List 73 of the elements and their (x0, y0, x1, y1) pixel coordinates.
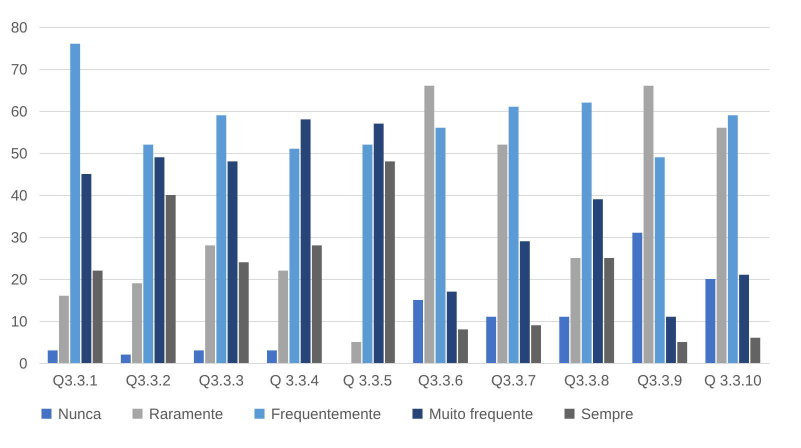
bar (486, 316, 496, 363)
bar (312, 245, 322, 363)
bar (266, 350, 277, 363)
bar (92, 270, 103, 363)
bar (666, 316, 676, 363)
bar (705, 279, 716, 363)
bar (362, 144, 372, 363)
bar (739, 274, 749, 363)
bar (592, 199, 603, 363)
x-tick-label: Q 3.3.10 (704, 372, 762, 390)
bar (632, 232, 642, 363)
bar (424, 86, 434, 363)
bar (351, 342, 362, 363)
bar (238, 262, 249, 363)
bar (70, 44, 80, 363)
bar (644, 86, 654, 363)
legend-label: Frequentemente (271, 406, 382, 423)
y-tick-label: 80 (10, 20, 28, 36)
y-tick-label: 40 (10, 188, 28, 204)
x-tick-label: Q3.3.6 (418, 372, 464, 390)
bar (216, 115, 226, 363)
bar (677, 342, 688, 363)
bar (531, 325, 542, 363)
bar (559, 316, 570, 363)
x-tick-label: Q3.3.8 (564, 372, 610, 390)
bar (436, 128, 446, 363)
x-tick-label: Q3.3.2 (126, 372, 171, 390)
y-tick-label: 60 (10, 104, 28, 120)
legend-label: Nunca (58, 406, 102, 423)
bar (654, 157, 665, 363)
y-tick-label: 10 (10, 314, 28, 330)
bar (154, 157, 164, 363)
x-tick-label: Q3.3.1 (52, 372, 98, 390)
bar (48, 350, 58, 363)
y-tick-label: 70 (10, 62, 28, 78)
y-tick-label: 20 (10, 272, 28, 288)
legend-label: Sempre (581, 406, 634, 423)
y-tick-label: 50 (10, 146, 28, 162)
bar (289, 148, 300, 363)
legend-label: Muito frequente (429, 406, 534, 423)
bar (570, 258, 580, 363)
bar (205, 245, 216, 363)
bar (750, 338, 760, 363)
bar (278, 270, 288, 363)
bar (604, 258, 614, 363)
x-tick-label: Q 3.3.5 (342, 372, 392, 390)
bar (520, 241, 530, 363)
bar (508, 106, 519, 363)
x-tick-label: Q3.3.9 (637, 372, 682, 390)
x-tick-label: Q3.3.7 (491, 372, 536, 390)
bar (582, 102, 592, 363)
bar (166, 195, 176, 363)
bar (497, 144, 508, 363)
y-tick-label: 30 (10, 230, 28, 246)
y-tick-label: 0 (19, 356, 28, 372)
bar (120, 354, 131, 363)
legend-label: Raramente (149, 406, 224, 423)
bar (458, 329, 468, 363)
x-tick-label: Q3.3.3 (198, 372, 244, 390)
bar (132, 283, 142, 363)
bar (384, 161, 395, 363)
x-tick-label: Q 3.3.4 (270, 372, 319, 390)
bar (194, 350, 204, 363)
bar (143, 144, 154, 363)
bar (728, 115, 738, 363)
bar (228, 161, 238, 363)
bar (59, 296, 69, 363)
bar (81, 174, 92, 363)
bar (374, 124, 384, 363)
bar (716, 128, 727, 363)
bar (446, 292, 457, 363)
bar (300, 119, 311, 363)
bar (413, 300, 424, 363)
